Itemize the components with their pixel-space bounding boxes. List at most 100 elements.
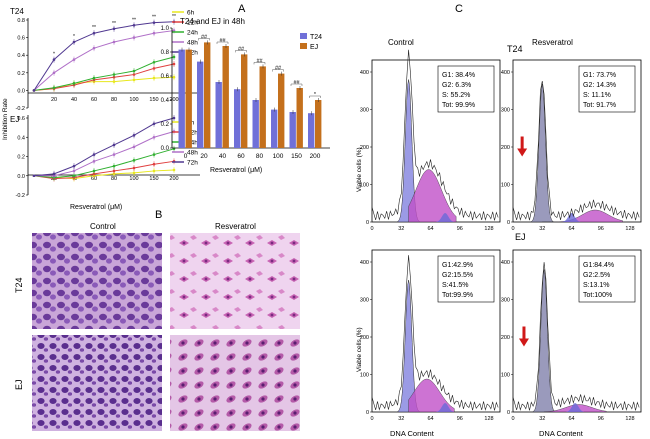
- significance-label: **: [112, 21, 116, 27]
- y-tick-label: 0.8: [17, 18, 25, 24]
- flow-ylabel-top: Viable cells (%): [356, 147, 363, 192]
- y-tick-label: 300: [501, 298, 510, 304]
- significance-label: **: [92, 25, 96, 31]
- y-tick-label: 0.0: [161, 146, 170, 152]
- y-tick-label: 400: [501, 70, 510, 76]
- y-tick-label: 0.2: [17, 155, 25, 161]
- stats-box: [578, 255, 636, 303]
- significance-label: ##: [275, 66, 282, 72]
- t24-chart-title: T24: [10, 7, 24, 16]
- flow-col-control: Control: [388, 38, 414, 47]
- t24-ylabel: Inhibition Rate: [2, 98, 9, 140]
- ej-inhibition-chart: EJ Resveratrol (μM) 0.60.40.20.0-0.2 204…: [10, 115, 200, 211]
- y-tick-label: 100: [360, 183, 369, 189]
- y-tick-label: 100: [501, 373, 510, 379]
- y-tick-label: 0: [507, 220, 510, 226]
- series-line-24h: [33, 56, 175, 91]
- x-tick-label: 20: [51, 97, 57, 103]
- legend-label: 48h: [187, 40, 198, 47]
- legend-label: 24h: [187, 140, 198, 147]
- legend-label: 72h: [187, 50, 198, 57]
- legend-label: 12h: [187, 130, 198, 137]
- y-tick-label: 0.4: [17, 53, 25, 59]
- bar-t24: [289, 112, 296, 148]
- significance-label: ##: [219, 38, 226, 44]
- stats-line: Tot: 91.7%: [583, 102, 616, 109]
- stats-line: Tot: 99.9%: [442, 102, 475, 109]
- x-tick-label: 128: [625, 226, 634, 232]
- stats-line: G1:84.4%: [583, 262, 614, 269]
- significance-label: **: [132, 17, 136, 23]
- x-tick-label: 100: [273, 153, 284, 160]
- flow-histogram-3: 400 300 200 100 00 32 64 96 128 G1:84.4% G2:2.5% S:…: [501, 249, 642, 422]
- x-tick-label: 64: [427, 226, 433, 232]
- stats-line: G2:2.5%: [583, 272, 610, 279]
- y-tick-label: 300: [360, 298, 369, 304]
- stats-line: G1:42.9%: [442, 262, 473, 269]
- significance-bracket: [272, 69, 284, 72]
- significance-label: **: [172, 14, 176, 20]
- series-line-24h: [33, 148, 175, 179]
- x-tick-label: 96: [457, 226, 463, 232]
- y-tick-label: 200: [501, 145, 510, 151]
- stats-box: [578, 65, 636, 113]
- bar-ej: [296, 88, 303, 148]
- significance-bracket: [198, 38, 210, 41]
- bar-ej: [259, 66, 266, 148]
- bar-ej: [222, 46, 229, 148]
- significance-label: *: [73, 34, 75, 40]
- stats-line: G2:15.5%: [442, 272, 473, 279]
- s-phase-region: [408, 169, 457, 223]
- flow-histogram-2: 400 300 200 100 00 32 64 96 128 G1:42.9% G2:15.5% S…: [360, 249, 501, 422]
- x-tick-label: 150: [149, 176, 158, 182]
- bar-ej: [204, 42, 211, 148]
- histogram-outline: [371, 255, 499, 411]
- y-tick-label: 400: [360, 260, 369, 266]
- flow-row-ej: EJ: [515, 232, 526, 242]
- g2-peak: [436, 213, 455, 222]
- bar-t24: [252, 100, 259, 148]
- y-tick-label: 0.2: [161, 122, 170, 128]
- flow-row-t24: T24: [507, 44, 523, 54]
- flow-col-resveratrol: Resveratrol: [532, 38, 573, 47]
- ej-xlabel: Resveratrol (μM): [70, 204, 122, 211]
- legend-swatch: [300, 33, 307, 39]
- flow-xlabel-left: DNA Content: [390, 429, 435, 438]
- significance-bracket: [290, 83, 303, 86]
- micro-col-control: Control: [90, 222, 116, 231]
- x-tick-label: 128: [484, 226, 493, 232]
- x-tick-label: 60: [237, 153, 245, 160]
- x-tick-label: 200: [169, 176, 178, 182]
- y-tick-label: 0: [366, 410, 369, 416]
- histogram-outline: [512, 262, 640, 411]
- stats-line: S:13.1%: [583, 282, 609, 289]
- y-tick-label: 0: [507, 410, 510, 416]
- bar-t24: [197, 61, 204, 148]
- x-tick-label: 100: [129, 176, 138, 182]
- ej-chart-title: EJ: [10, 115, 19, 124]
- significance-label: ##: [238, 46, 245, 52]
- significance-bracket: [309, 95, 321, 98]
- flow-histogram-1: 400 300 200 100 00 32 64 96 128 G1: 73.7% G2: 14.3…: [501, 59, 642, 232]
- x-tick-label: 96: [598, 226, 604, 232]
- bar-chart-48h: T24 and EJ in 48h Resveratrol (μM) 1.0 0.…: [161, 17, 330, 174]
- x-tick-label: 80: [111, 176, 117, 182]
- bar-t24: [215, 82, 222, 148]
- significance-label: **: [152, 15, 156, 21]
- significance-bracket: [216, 41, 229, 44]
- x-tick-label: 96: [457, 416, 463, 422]
- y-tick-label: 200: [501, 335, 510, 341]
- x-tick-label: 150: [149, 97, 158, 103]
- g2-peak: [562, 213, 581, 222]
- x-tick-label: 64: [427, 416, 433, 422]
- stats-line: S: 55.2%: [442, 92, 470, 99]
- x-tick-label: 32: [398, 226, 404, 232]
- histogram-outline: [371, 49, 499, 221]
- x-tick-label: 60: [91, 176, 97, 182]
- significance-bracket: [253, 62, 266, 65]
- x-tick-label: 200: [169, 97, 178, 103]
- stats-line: G2: 14.3%: [583, 82, 616, 89]
- significance-bracket: [235, 50, 247, 53]
- g1-peak: [531, 269, 557, 413]
- y-tick-label: 0: [366, 220, 369, 226]
